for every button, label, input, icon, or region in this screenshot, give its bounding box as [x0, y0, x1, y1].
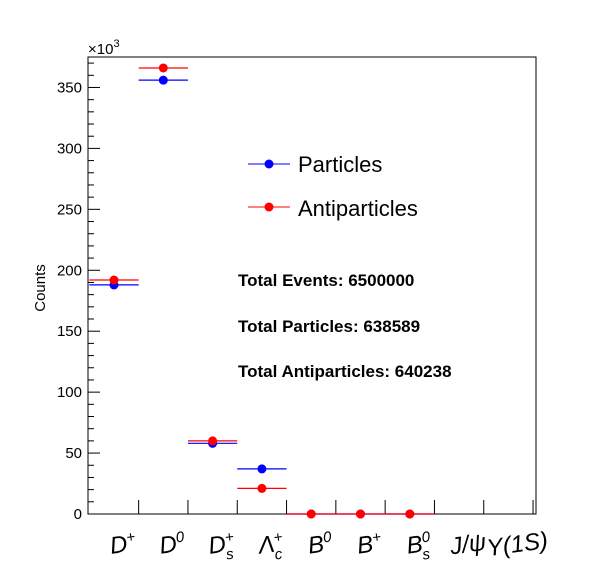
x-category-label: B0	[306, 528, 335, 559]
x-category-text: D0	[158, 528, 188, 559]
data-point	[159, 76, 168, 85]
x-ticks: D+ D0 D+s Λ+c B0 B+ B0s J/ψΥ(1S)	[108, 500, 550, 566]
data-point	[159, 63, 168, 72]
x-category-label: D+	[108, 528, 138, 559]
legend-antiparticles-marker	[265, 203, 274, 212]
x-category-label: J/ψ	[447, 529, 488, 561]
y-multiplier-label: ×103	[88, 38, 120, 58]
x-category-text: Υ(1S)	[485, 527, 550, 562]
legend-particles-label: Particles	[298, 152, 382, 177]
legend: Particles Antiparticles	[248, 152, 418, 221]
data-point	[110, 276, 119, 285]
x-category-label: D0	[158, 528, 188, 559]
y-tick-label: 250	[57, 201, 82, 218]
y-tick-label: 300	[57, 140, 82, 157]
x-category-text: D+	[108, 528, 138, 559]
x-category-text: B0	[306, 528, 335, 559]
data-point	[356, 510, 365, 519]
legend-particles-marker	[265, 160, 274, 169]
x-category-label: Υ(1S)	[485, 527, 550, 562]
data-point	[405, 510, 414, 519]
y-tick-label: 200	[57, 262, 82, 279]
series-antiparticles	[89, 63, 434, 518]
x-category-text: B0s	[405, 528, 435, 565]
y-tick-label: 150	[57, 323, 82, 340]
x-category-text: J/ψ	[447, 529, 488, 561]
legend-antiparticles-label: Antiparticles	[298, 196, 418, 221]
y-tick-label: 100	[57, 384, 82, 401]
x-category-label: B+	[355, 528, 384, 559]
y-axis-label: Counts	[32, 264, 49, 312]
data-point	[208, 436, 217, 445]
x-category-label: B0s	[405, 528, 435, 565]
x-category-label: Λ+c	[255, 528, 286, 565]
data-point	[257, 464, 266, 473]
total-antiparticles-text: Total Antiparticles: 640238	[238, 362, 452, 381]
x-category-label: D+s	[207, 528, 238, 565]
stats-box: Total Events: 6500000 Total Particles: 6…	[238, 271, 452, 381]
y-tick-label: 0	[74, 506, 82, 523]
y-tick-label: 350	[57, 79, 82, 96]
x-category-text: D+s	[207, 528, 238, 565]
series-particles	[89, 76, 434, 519]
data-point	[257, 484, 266, 493]
y-tick-label: 50	[65, 445, 82, 462]
y-ticks: 0 50 100 150 200 250 300 350	[57, 63, 100, 523]
x-category-text: B+	[355, 528, 384, 559]
data-point	[307, 510, 316, 519]
x-category-text: Λ+c	[255, 528, 286, 565]
series-group	[89, 63, 434, 518]
total-particles-text: Total Particles: 638589	[238, 317, 420, 336]
total-events-text: Total Events: 6500000	[238, 271, 414, 290]
